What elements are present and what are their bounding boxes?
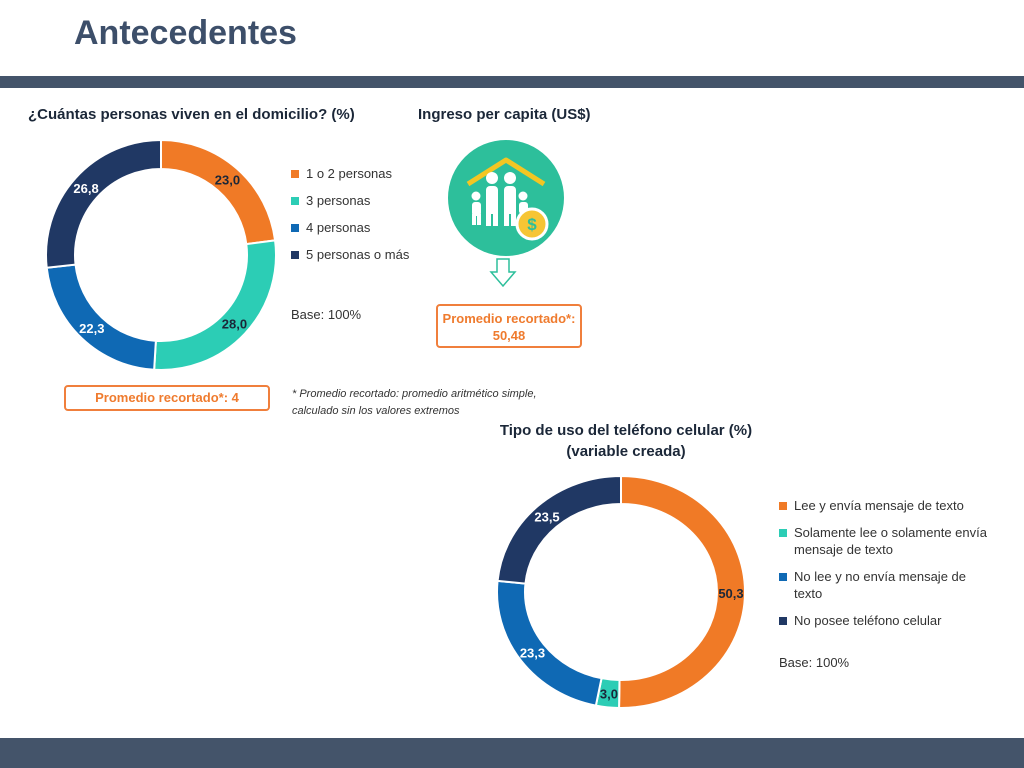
donut-slice-0-0 — [160, 138, 277, 246]
phone-legend: Lee y envía mensaje de texto Solamente le… — [779, 497, 994, 639]
legend-swatch — [779, 573, 787, 581]
legend-swatch — [291, 251, 299, 259]
legend-label: 3 personas — [306, 193, 371, 208]
household-legend: 1 o 2 personas 3 personas 4 personas 5 pers… — [291, 165, 431, 273]
household-base-label: Base: 100% — [291, 307, 362, 322]
footnote-line-2: calculado sin los valores extremos — [292, 405, 460, 417]
legend-label: Solamente lee o solamente envía mensaje … — [794, 525, 987, 557]
household-donut-chart: 23,0 28,0 22,3 26,8 — [45, 138, 277, 371]
donut-slice-1-3 — [496, 474, 622, 585]
legend-label: 1 o 2 personas — [306, 166, 393, 181]
donut-data-label-0-2: 22,3 — [79, 321, 104, 336]
svg-text:$: $ — [527, 215, 537, 234]
legend-item-0-3: 5 personas o más — [291, 246, 431, 263]
phone-donut-chart: 50,3 3,0 23,3 23,5 — [496, 474, 746, 710]
legend-label: 4 personas — [306, 220, 371, 235]
phone-chart-title-line: Tipo de uso del teléfono celular (%) — [499, 422, 753, 439]
donut-data-label-1-3: 23,5 — [534, 510, 559, 525]
donut-data-label-0-3: 26,8 — [73, 181, 98, 196]
donut-data-label-1-0: 50,3 — [718, 586, 743, 601]
legend-swatch — [779, 617, 787, 625]
donut-slice-0-1 — [153, 239, 277, 371]
income-average-label: Promedio recortado*: — [442, 311, 576, 326]
donut-slice-1-0 — [618, 474, 746, 709]
donut-data-label-0-1: 28,0 — [222, 317, 247, 332]
legend-swatch — [779, 502, 787, 510]
legend-swatch — [291, 224, 299, 232]
donut-data-label-0-0: 23,0 — [215, 173, 240, 188]
legend-label: No lee y no envía mensaje de texto — [794, 569, 966, 601]
family-house-money-icon: $ — [448, 140, 564, 256]
legend-item-1-3: No posee teléfono celular — [779, 612, 994, 629]
legend-item-0-2: 4 personas — [291, 219, 431, 236]
donut-data-label-1-1: 3,0 — [600, 686, 618, 701]
legend-item-0-0: 1 o 2 personas — [291, 165, 431, 182]
donut-data-label-1-2: 23,3 — [520, 646, 545, 661]
header-bar — [0, 76, 1024, 88]
legend-swatch — [291, 170, 299, 178]
household-chart-title: ¿Cuántas personas viven en el domicilio?… — [28, 106, 355, 123]
household-average-box: Promedio recortado*: 4 — [64, 385, 270, 411]
legend-label: No posee teléfono celular — [794, 613, 942, 628]
donut-slice-1-2 — [496, 579, 603, 707]
arrow-down-icon — [489, 258, 517, 288]
legend-item-1-2: No lee y no envía mensaje de texto — [779, 568, 994, 602]
legend-item-0-1: 3 personas — [291, 192, 431, 209]
footnote-line-1: * Promedio recortado: promedio aritmétic… — [292, 388, 537, 400]
footnote: * Promedio recortado: promedio aritmétic… — [292, 386, 592, 420]
legend-label: Lee y envía mensaje de texto — [794, 498, 964, 513]
phone-base-label: Base: 100% — [779, 655, 850, 670]
income-average-box: Promedio recortado*: 50,48 — [436, 304, 582, 348]
page-title: Antecedentes — [74, 14, 297, 52]
donut-slice-0-3 — [45, 138, 162, 269]
legend-item-1-0: Lee y envía mensaje de texto — [779, 497, 994, 514]
income-average-value: 50,48 — [492, 328, 526, 343]
income-title: Ingreso per capita (US$) — [418, 106, 591, 123]
legend-item-1-1: Solamente lee o solamente envía mensaje … — [779, 524, 994, 558]
donut-slice-0-2 — [45, 263, 157, 371]
footer-bar — [0, 738, 1024, 768]
legend-label: 5 personas o más — [306, 247, 410, 262]
phone-chart-subtitle: (variable creada) — [566, 443, 686, 460]
phone-chart-title: Tipo de uso del teléfono celular (%) (va… — [497, 420, 755, 462]
legend-swatch — [779, 529, 787, 537]
legend-swatch — [291, 197, 299, 205]
